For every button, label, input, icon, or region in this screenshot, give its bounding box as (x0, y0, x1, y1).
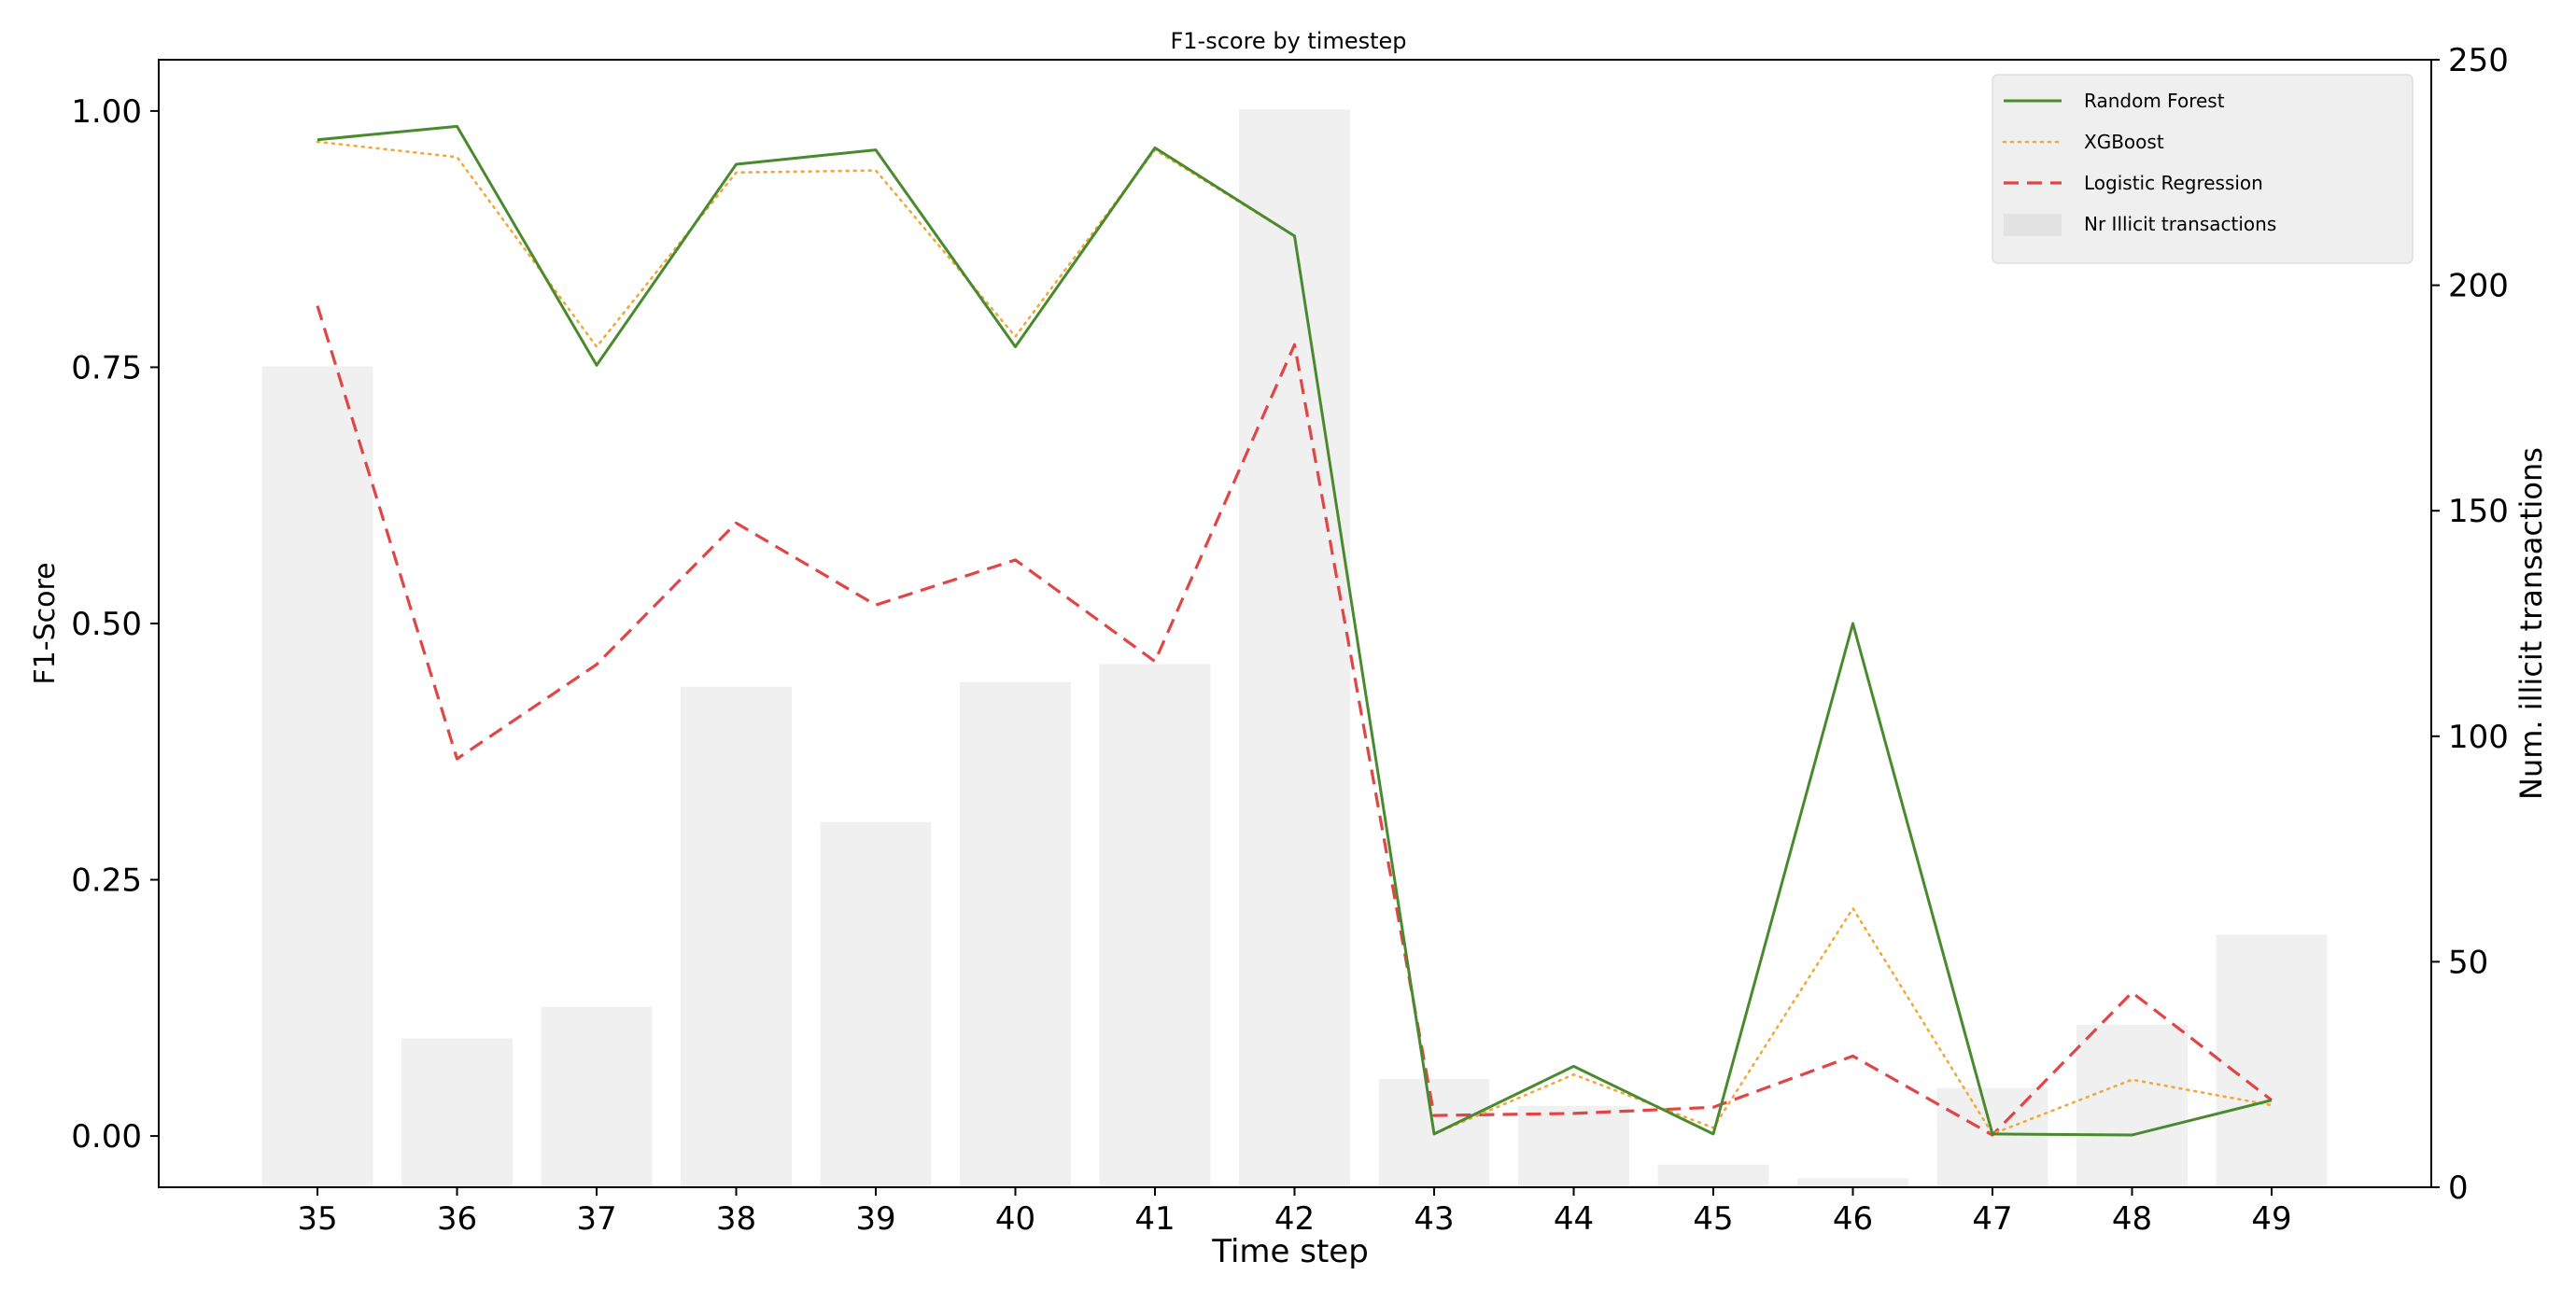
bar-illicit-41 (1099, 664, 1211, 1187)
bar-illicit-39 (820, 821, 932, 1187)
lines-layer (316, 124, 2273, 1137)
bar-illicit-37 (541, 1006, 653, 1187)
y2-tick-label: 250 (2448, 42, 2509, 79)
legend-swatch-bars (2004, 214, 2062, 236)
line-logistic-regression (316, 305, 2273, 1137)
bar-illicit-49 (2216, 934, 2328, 1187)
x-tick-label: 38 (716, 1200, 756, 1238)
bar-illicit-47 (1936, 1087, 2048, 1187)
y-axis-ticks: 0.00 0.25 0.50 0.75 1.00 (71, 93, 159, 1156)
legend-label: Logistic Regression (2084, 172, 2263, 194)
bar-illicit-46 (1797, 1178, 1908, 1187)
y-tick-label: 0.25 (71, 862, 142, 900)
x-tick-label: 46 (1833, 1200, 1873, 1238)
bar-illicit-40 (960, 681, 1071, 1187)
x-tick-label: 42 (1274, 1200, 1315, 1238)
chart-title: F1-score by timestep (1170, 28, 1406, 54)
legend-label: Nr Illicit transactions (2084, 213, 2276, 235)
legend-box (1992, 74, 2414, 264)
x-tick-label: 45 (1693, 1200, 1733, 1238)
y2-axis-label: Num. illicit transactions (2513, 447, 2549, 800)
y-tick-label: 0.00 (71, 1118, 142, 1156)
y2-tick-label: 100 (2448, 719, 2509, 756)
y2-tick-label: 0 (2448, 1170, 2469, 1207)
bar-illicit-42 (1239, 109, 1350, 1188)
x-tick-label: 47 (1972, 1200, 2012, 1238)
y2-tick-label: 50 (2448, 944, 2488, 981)
y2-tick-label: 200 (2448, 268, 2509, 305)
x-tick-label: 49 (2251, 1200, 2291, 1238)
y-axis-label: F1-Score (29, 562, 62, 684)
y2-tick-label: 150 (2448, 493, 2509, 530)
legend-label: XGBoost (2084, 131, 2164, 153)
x-tick-label: 35 (297, 1200, 337, 1238)
bar-illicit-44 (1518, 1106, 1629, 1187)
line-random-forest (317, 124, 2273, 1137)
bar-illicit-45 (1657, 1164, 1769, 1187)
y2-axis-ticks: 0 50 100 150 200 250 (2431, 42, 2509, 1207)
bar-illicit-35 (261, 366, 373, 1187)
x-tick-label: 44 (1554, 1200, 1594, 1238)
bar-illicit-48 (2076, 1025, 2188, 1187)
bars-layer (261, 109, 2328, 1188)
x-tick-label: 41 (1134, 1200, 1175, 1238)
x-tick-label: 36 (437, 1200, 477, 1238)
x-tick-label: 37 (576, 1200, 616, 1238)
x-tick-label: 39 (855, 1200, 895, 1238)
legend: Random Forest XGBoost Logistic Regression N… (1992, 74, 2414, 264)
y-tick-label: 0.75 (71, 349, 142, 386)
bar-illicit-38 (681, 686, 792, 1187)
bar-illicit-36 (401, 1038, 513, 1187)
x-tick-label: 40 (995, 1200, 1035, 1238)
legend-label: Random Forest (2084, 90, 2225, 112)
y-tick-label: 0.50 (71, 606, 142, 643)
x-axis-label: Time step (1211, 1233, 1369, 1270)
y-tick-label: 1.00 (71, 93, 142, 131)
x-axis-ticks: 35 36 37 38 39 40 41 42 43 44 45 46 47 48 49 (297, 1187, 2292, 1238)
x-tick-label: 43 (1414, 1200, 1454, 1238)
x-tick-label: 48 (2112, 1200, 2152, 1238)
